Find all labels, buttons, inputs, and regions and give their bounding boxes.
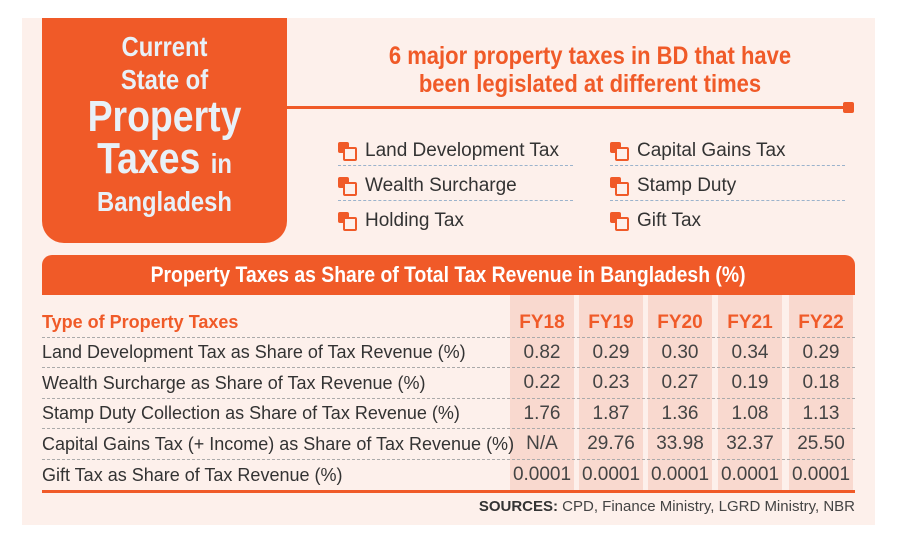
table-cell: 0.0001: [650, 464, 710, 485]
headline-line: 6 major property taxes in BD that have: [388, 42, 792, 70]
row-label: Capital Gains Tax (+ Income) as Share of…: [42, 433, 515, 454]
column-header-year: FY20: [657, 311, 703, 333]
table-cell: 0.23: [592, 372, 630, 393]
headline-line: been legislated at different times: [418, 70, 762, 98]
table-cell: 0.0001: [512, 464, 572, 485]
column-header-year: FY18: [519, 311, 565, 333]
row-label: Land Development Tax as Share of Tax Rev…: [42, 342, 466, 362]
tax-name: Wealth Surcharge: [365, 174, 517, 196]
table-bottom-rule: [42, 490, 855, 493]
tax-name: Gift Tax: [637, 210, 702, 231]
title-line: Property: [87, 92, 242, 141]
table-header-row: Type of Property Taxes FY18 FY19 FY20 FY21 FY…: [42, 308, 855, 338]
sources: SOURCES: CPD, Finance Ministry, LGRD Min…: [479, 498, 855, 515]
headline: 6 major property taxes in BD that have b…: [352, 42, 827, 98]
title-line: Bangladesh: [97, 186, 232, 217]
title-word: Taxes: [97, 134, 201, 183]
table-cell: 0.34: [731, 341, 769, 363]
tax-list-item: Stamp Duty: [610, 171, 845, 201]
table-cell: 1.36: [661, 402, 699, 424]
column-header-type: Type of Property Taxes: [42, 312, 239, 332]
table-cell: 0.22: [523, 372, 561, 393]
table-cell: 0.0001: [791, 464, 851, 485]
tax-list-item: Holding Tax: [338, 206, 573, 236]
year-column-highlight: [789, 295, 853, 490]
table-cell: 32.37: [726, 433, 774, 454]
copy-squares-icon: [610, 212, 629, 231]
table-cell: 0.29: [592, 341, 630, 363]
column-header-year: FY22: [798, 311, 844, 333]
title-line: Taxes in: [60, 137, 268, 185]
tax-name: Stamp Duty: [637, 174, 737, 196]
copy-squares-icon: [338, 176, 357, 196]
table-row: Capital Gains Tax (+ Income) as Share of…: [42, 430, 855, 460]
table-cell: 0.29: [802, 341, 840, 363]
table-cell: 1.76: [523, 402, 561, 424]
table-cell: 0.19: [731, 372, 769, 393]
title-word: in: [210, 148, 232, 179]
title-line: State of: [120, 64, 209, 95]
tax-name: Holding Tax: [365, 210, 464, 231]
tax-name: Land Development Tax: [365, 139, 559, 161]
sources-text: CPD, Finance Ministry, LGRD Ministry, NB…: [562, 498, 855, 515]
year-column-highlight: [579, 295, 643, 490]
title-line: Current: [121, 31, 208, 62]
column-header-year: FY21: [727, 311, 773, 333]
table-title: Property Taxes as Share of Total Tax Rev…: [151, 262, 746, 287]
copy-squares-icon: [338, 212, 357, 231]
tax-list-item: Capital Gains Tax: [610, 136, 845, 166]
table-cell: 0.0001: [720, 464, 780, 485]
divider: [287, 106, 847, 109]
table-cell: 29.76: [587, 433, 635, 454]
sources-label: SOURCES:: [478, 498, 558, 515]
tax-list-item: Land Development Tax: [338, 136, 573, 166]
copy-squares-icon: [610, 141, 629, 161]
table-cell: 33.98: [656, 433, 704, 454]
column-header-year: FY19: [588, 311, 634, 333]
divider-end-square: [843, 102, 854, 113]
table-row: Land Development Tax as Share of Tax Rev…: [42, 338, 855, 368]
table-cell: 0.30: [661, 341, 699, 363]
table-cell: 1.08: [731, 402, 769, 424]
row-label: Gift Tax as Share of Tax Revenue (%): [42, 464, 343, 485]
tax-list-item: Wealth Surcharge: [338, 171, 573, 201]
year-column-highlight: [718, 295, 782, 490]
table-row: Gift Tax as Share of Tax Revenue (%) 0.00…: [42, 460, 855, 490]
row-label: Wealth Surcharge as Share of Tax Revenue…: [42, 372, 426, 393]
copy-squares-icon: [338, 141, 357, 161]
tax-name: Capital Gains Tax: [637, 139, 786, 161]
year-column-highlight: [648, 295, 712, 490]
table-cell: 0.18: [802, 372, 840, 393]
tax-list-item: Gift Tax: [610, 206, 845, 236]
year-column-highlight: [510, 295, 574, 490]
table-cell: 1.87: [592, 402, 630, 424]
table-cell: 0.82: [523, 341, 561, 363]
table-row: Wealth Surcharge as Share of Tax Revenue…: [42, 369, 855, 399]
table-cell: 0.0001: [581, 464, 641, 485]
row-label: Stamp Duty Collection as Share of Tax Re…: [42, 403, 460, 423]
table-cell: 1.13: [802, 402, 840, 424]
table-cell: 0.27: [661, 372, 699, 393]
table-title-bar: Property Taxes as Share of Total Tax Rev…: [42, 255, 855, 295]
table-cell: N/A: [526, 433, 558, 454]
table-cell: 25.50: [797, 433, 845, 454]
title-box: Current State of Property Taxes in Bangl…: [42, 18, 287, 243]
copy-squares-icon: [610, 176, 629, 196]
table-row: Stamp Duty Collection as Share of Tax Re…: [42, 399, 855, 429]
